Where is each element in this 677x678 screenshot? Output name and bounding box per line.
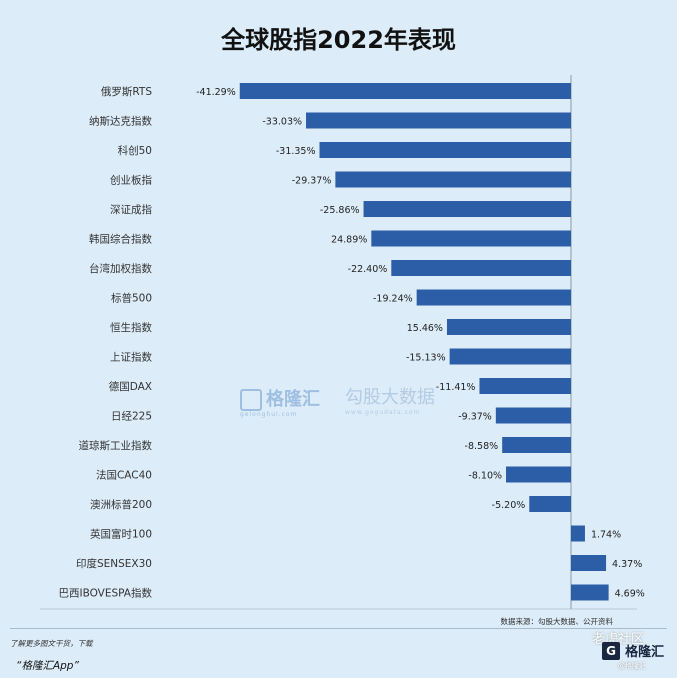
bar-5	[371, 230, 571, 247]
bar-11	[495, 407, 571, 424]
footer-line-1: 了解更多图文干货，下载	[10, 639, 93, 648]
bar-16	[571, 555, 607, 571]
bar-2	[319, 142, 571, 158]
brand-logo: G 格隆汇	[602, 640, 664, 660]
weibo-watermark: @格隆汇	[618, 662, 646, 670]
bar-10	[479, 378, 571, 394]
bar-15	[571, 525, 585, 542]
bar-14	[529, 496, 571, 512]
value-label-17: 4.69%	[615, 589, 645, 600]
footer-divider	[10, 628, 667, 629]
category-label-7: 标普500	[111, 292, 152, 305]
value-label-13: -8.10%	[468, 471, 502, 482]
watermark-brand-text: 格隆汇	[266, 389, 320, 410]
bar-17	[571, 584, 609, 601]
value-label-16: 4.37%	[612, 559, 642, 570]
category-label-0: 俄罗斯RTS	[101, 85, 152, 98]
category-label-14: 澳洲标普200	[90, 498, 152, 511]
bar-0	[239, 83, 571, 99]
category-label-11: 日经225	[111, 410, 152, 423]
category-label-6: 台湾加权指数	[89, 262, 152, 275]
value-label-3: -29.37%	[292, 176, 332, 187]
bar-4	[363, 201, 571, 217]
category-label-17: 巴西IBOVESPA指数	[58, 587, 152, 600]
category-label-5: 韩国综合指数	[89, 233, 152, 246]
category-label-16: 印度SENSEX30	[76, 557, 152, 570]
category-label-1: 纳斯达克指数	[89, 115, 152, 128]
bar-1	[306, 112, 571, 129]
category-label-10: 德国DAX	[109, 380, 152, 393]
bar-12	[502, 437, 571, 453]
bar-3	[335, 171, 571, 188]
source-note: 数据来源：勾股大数据、公开资料	[500, 617, 614, 626]
value-label-2: -31.35%	[276, 146, 316, 157]
value-label-14: -5.20%	[492, 500, 526, 511]
category-label-3: 创业板指	[110, 174, 152, 187]
brand-logo-icon: G	[602, 641, 620, 660]
value-label-7: -19.24%	[373, 294, 413, 305]
bar-9	[449, 348, 571, 365]
value-label-15: 1.74%	[591, 530, 621, 541]
bar-6	[391, 260, 571, 276]
category-label-8: 恒生指数	[110, 321, 152, 334]
footer-app-name: “格隆汇App”	[16, 660, 79, 672]
category-label-9: 上证指数	[110, 351, 152, 364]
watermark-brand-url: gelonghui.com	[240, 411, 298, 418]
category-label-13: 法国CAC40	[96, 469, 152, 482]
bar-7	[416, 289, 571, 306]
value-label-4: -25.86%	[320, 205, 360, 216]
watermark-brand: 格隆汇 gelonghui.com	[240, 385, 320, 418]
category-label-4: 深证成指	[110, 203, 152, 216]
category-label-12: 道琼斯工业指数	[79, 439, 153, 452]
value-label-9: -15.13%	[406, 353, 446, 364]
chart-title: 全球股指2022年表现	[221, 26, 456, 54]
category-label-2: 科创50	[118, 144, 152, 157]
value-label-8: 15.46%	[407, 323, 443, 334]
brand-logo-text: 格隆汇	[625, 645, 665, 660]
watermark-data-text: 勾股大数据	[345, 387, 435, 408]
value-label-5: 24.89%	[331, 235, 367, 246]
bar-13	[506, 466, 571, 483]
value-label-1: -33.03%	[262, 117, 302, 128]
value-label-6: -22.40%	[348, 264, 388, 275]
watermark-logo-icon	[240, 389, 262, 411]
value-label-11: -9.37%	[458, 412, 492, 423]
bar-8	[446, 319, 571, 335]
watermark-data: 勾股大数据 www.gogudata.com	[345, 383, 435, 416]
value-label-12: -8.58%	[465, 441, 499, 452]
category-label-15: 英国富时100	[90, 528, 152, 541]
value-label-0: -41.29%	[196, 87, 236, 98]
watermark-data-url: www.gogudata.com	[345, 409, 421, 416]
value-label-10: -11.41%	[436, 382, 476, 393]
